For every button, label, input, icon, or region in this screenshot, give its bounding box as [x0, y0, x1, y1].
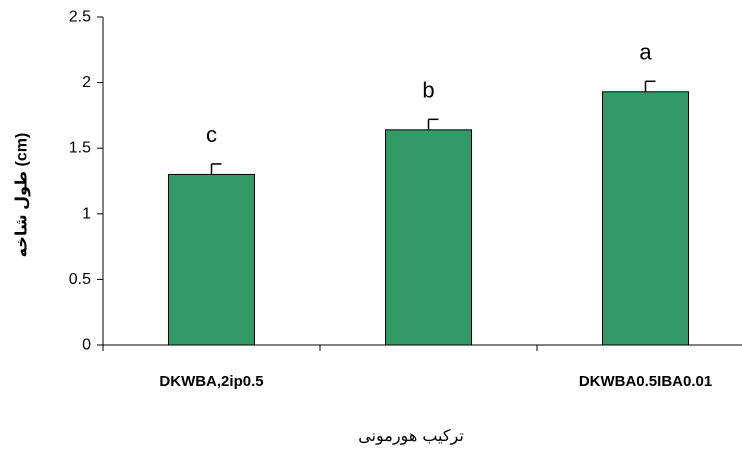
bar: [602, 91, 689, 346]
significance-letter: a: [639, 39, 652, 64]
y-tick-label: 0.5: [69, 271, 91, 288]
significance-letter: c: [206, 122, 217, 147]
bar: [385, 129, 472, 346]
bar: [168, 173, 255, 346]
y-tick-label: 2.5: [69, 9, 91, 26]
x-category-label: DKWBA0.5IBA0.01: [579, 373, 712, 390]
y-axis-title: طول شاخه (cm): [14, 133, 31, 258]
y-tick-label: 1.5: [69, 140, 91, 157]
y-tick-label: 2: [82, 74, 91, 91]
x-axis-title: ترکیب هورمونی: [358, 426, 464, 445]
y-tick-label: 1: [82, 205, 91, 222]
x-category-label: DKWBA,2ip0.5: [159, 373, 263, 390]
y-tick-label: 0: [82, 337, 91, 354]
significance-letter: b: [422, 77, 434, 102]
